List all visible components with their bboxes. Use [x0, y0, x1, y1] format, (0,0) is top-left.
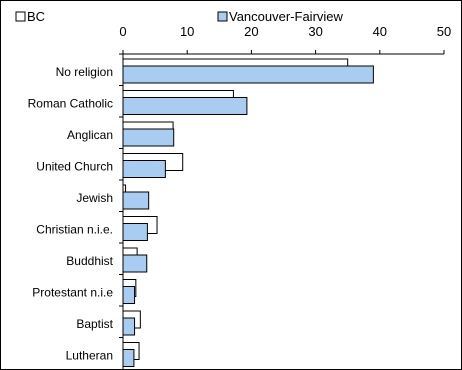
- x-tick-label-2: 20: [244, 24, 258, 39]
- category-label-2: Anglican: [67, 128, 113, 142]
- x-tick-label-1: 10: [180, 24, 194, 39]
- category-label-3: United Church: [36, 160, 113, 174]
- bar-vancouver-fairview-6: [122, 254, 148, 273]
- bar-vancouver-fairview-0: [122, 65, 374, 84]
- bar-vancouver-fairview-8: [122, 317, 136, 336]
- x-tick-label-0: 0: [119, 24, 126, 39]
- category-label-0: No religion: [56, 65, 113, 79]
- legend-swatch-1: [217, 11, 228, 22]
- bar-vancouver-fairview-9: [122, 349, 135, 367]
- legend-swatch-0: [15, 11, 26, 22]
- bar-vancouver-fairview-7: [122, 286, 136, 304]
- category-label-5: Christian n.i.e.: [36, 223, 113, 237]
- x-tick-label-5: 50: [437, 24, 451, 39]
- category-label-7: Protestant n.i.e: [32, 286, 113, 300]
- bar-vancouver-fairview-5: [122, 223, 148, 241]
- x-tick-label-4: 40: [373, 24, 387, 39]
- bar-vancouver-fairview-4: [122, 191, 150, 210]
- category-label-9: Lutheran: [66, 349, 113, 363]
- bar-vancouver-fairview-1: [122, 97, 248, 115]
- category-label-8: Baptist: [76, 317, 113, 331]
- bar-vancouver-fairview-3: [122, 160, 166, 178]
- legend-label-1: Vancouver-Fairview: [229, 9, 344, 24]
- bar-vancouver-fairview-2: [122, 128, 175, 147]
- category-label-1: Roman Catholic: [28, 97, 113, 111]
- x-tick-label-3: 30: [308, 24, 322, 39]
- legend-label-0: BC: [27, 9, 45, 24]
- category-label-4: Jewish: [76, 191, 113, 205]
- category-label-6: Buddhist: [66, 254, 113, 268]
